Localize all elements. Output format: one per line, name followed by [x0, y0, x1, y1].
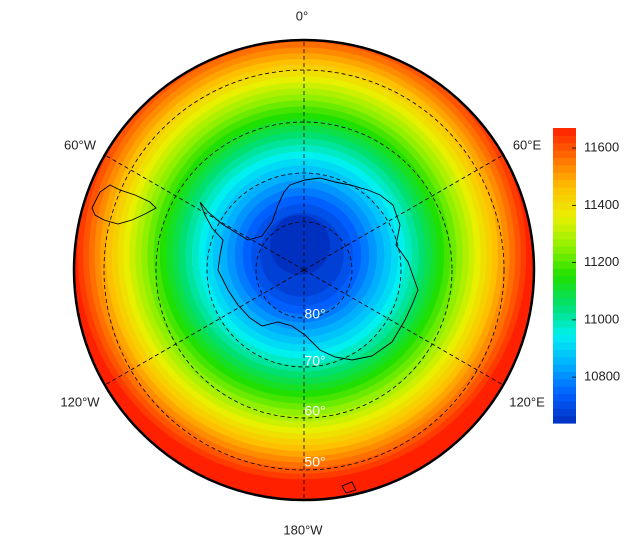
colorbar-step: [553, 334, 576, 343]
latitude-circle: [255, 221, 353, 319]
colorbar-step: [553, 142, 576, 151]
longitude-label: 120°E: [509, 394, 545, 409]
island-coast: [341, 481, 357, 494]
longitude-label: 0°: [296, 8, 308, 23]
coastline: [91, 177, 419, 494]
colorbar-step: [553, 371, 576, 380]
colorbar-step: [553, 341, 576, 350]
colorbar-tick-label: 11400: [584, 197, 619, 212]
colorbar-step: [553, 378, 576, 387]
colorbar-step: [553, 400, 576, 409]
colorbar-step: [553, 209, 576, 218]
map-border: [72, 38, 536, 502]
latitude-label: 70°: [304, 353, 325, 369]
colorbar-step: [553, 282, 576, 291]
graticule: [103, 40, 505, 500]
colorbar-step: [553, 319, 576, 328]
latitude-label: 80°: [304, 306, 325, 322]
latitude-label: 60°: [304, 403, 325, 419]
longitude-label: 60°W: [64, 137, 97, 152]
colorbar-step: [553, 297, 576, 306]
colorbar-step: [553, 179, 576, 188]
colorbar-step: [553, 305, 576, 313]
south-america-coast: [91, 184, 157, 225]
colorbar-step: [553, 290, 576, 299]
longitude-label: 60°E: [513, 137, 542, 152]
colorbar-step: [553, 231, 576, 240]
colorbar-step: [553, 275, 576, 284]
colorbar: 10800 11000 11200 11400 11600: [553, 128, 620, 424]
colorbar-step: [553, 164, 576, 173]
colorbar-step: [553, 349, 576, 358]
colorbar-tick-label: 11200: [584, 254, 619, 269]
colorbar-step: [553, 408, 576, 417]
field: [74, 40, 534, 500]
colorbar-step: [553, 364, 576, 372]
latitude-circle: [103, 69, 505, 471]
colorbar-step: [553, 253, 576, 262]
meridian: [303, 269, 504, 386]
colorbar-step: [553, 386, 576, 395]
colorbar-step: [553, 238, 576, 247]
latitude-label: 50°: [304, 454, 325, 470]
colorbar-step: [553, 312, 576, 321]
longitude-label: 120°W: [60, 394, 100, 409]
colorbar-step: [553, 128, 576, 136]
meridian: [104, 269, 305, 386]
colorbar-step: [553, 356, 576, 365]
colorbar-step: [553, 393, 576, 402]
latitude-circle: [206, 172, 402, 368]
colorbar-step: [553, 216, 576, 225]
colorbar-step: [553, 246, 576, 254]
colorbar-step: [553, 327, 576, 336]
colorbar-step: [553, 194, 576, 203]
field-level: [270, 215, 330, 275]
colorbar-tick-label: 10800: [584, 369, 620, 384]
labels: 0° 60°E 120°E 180°W 120°W 60°W 80° 70° 60° 50°: [60, 8, 545, 537]
colorbar-step: [553, 157, 576, 166]
antarctica-coast: [199, 177, 419, 361]
colorbar-tick-label: 11600: [584, 139, 619, 154]
colorbar-step: [553, 187, 576, 195]
colorbar-step: [553, 135, 576, 144]
meridian: [104, 154, 305, 271]
colorbar-step: [553, 172, 576, 181]
colorbar-step: [553, 223, 576, 232]
colorbar-step: [553, 260, 576, 269]
colorbar-step: [553, 201, 576, 210]
colorbar-step: [553, 268, 576, 277]
longitude-label: 180°W: [283, 522, 323, 537]
colorbar-step: [553, 150, 576, 159]
meridian: [303, 154, 504, 271]
colorbar-step: [553, 415, 576, 424]
colorbar-tick-label: 11000: [584, 311, 619, 326]
